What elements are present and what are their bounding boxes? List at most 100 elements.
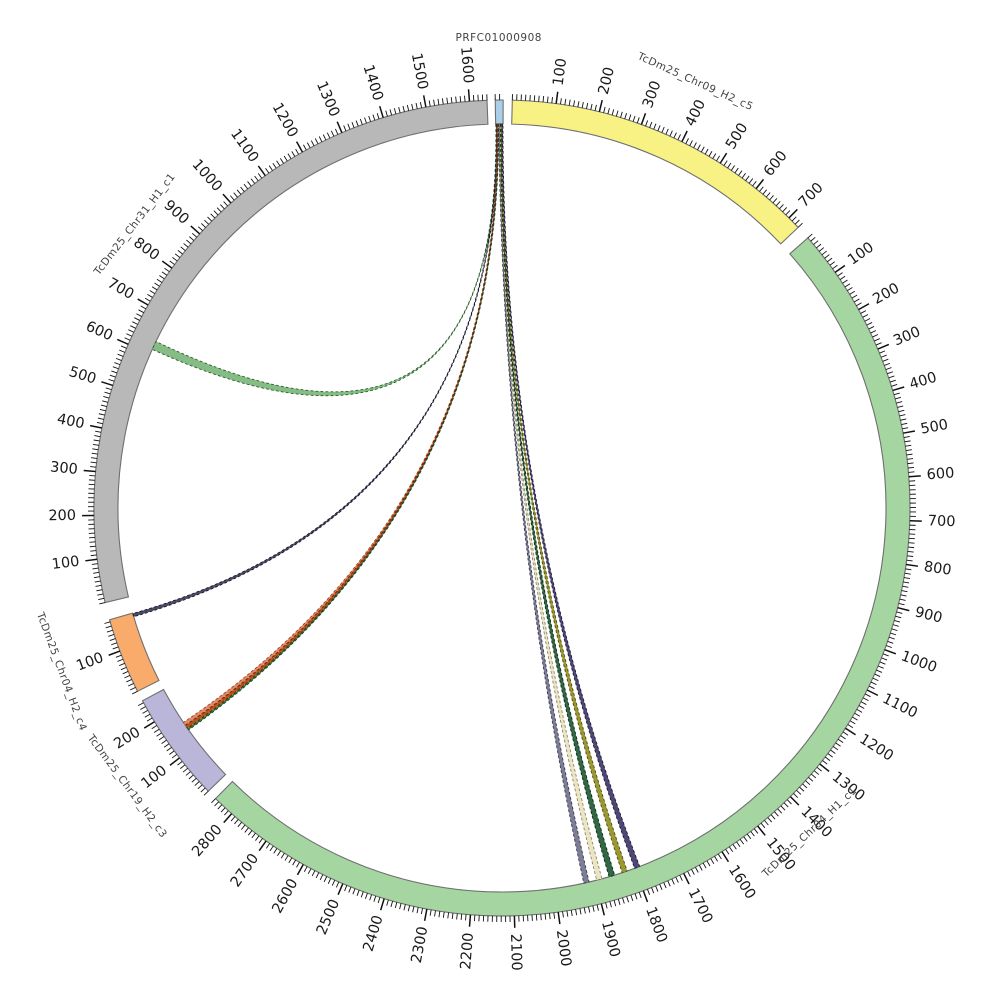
- minor-tick-chr04_h1_c1: [827, 753, 833, 758]
- minor-tick-chr04_h1_c1: [786, 799, 792, 805]
- minor-tick-chr04_h1_c1: [903, 577, 911, 580]
- minor-tick-chr09_h2_c5: [779, 204, 784, 210]
- minor-tick-chr09_h2_c5: [632, 115, 636, 122]
- major-tick-chr31_h1_c1: [336, 121, 343, 134]
- minor-tick-chr04_h1_c1: [451, 912, 454, 920]
- minor-tick-chr31_h1_c1: [169, 260, 175, 265]
- minor-tick-chr04_h1_c1: [753, 828, 759, 834]
- link-to-chr04h1-slate: [498, 123, 590, 884]
- minor-tick-chr04_h1_c1: [429, 909, 432, 916]
- tick-label-chr31_h1_c1-100: 100: [51, 554, 80, 573]
- link-to-chr04h1-darkgreen: [500, 123, 616, 878]
- minor-tick-chr04_h1_c1: [816, 766, 822, 772]
- minor-tick-chr19_h2_c3: [177, 761, 183, 766]
- minor-tick-chr09_h2_c5: [546, 96, 549, 103]
- minor-tick-chr09_h2_c5: [727, 162, 732, 169]
- minor-tick-chr31_h1_c1: [93, 439, 100, 442]
- minor-tick-chr04_h1_c1: [904, 572, 911, 575]
- tick-label-chr04_h1_c1-1800: 1800: [642, 905, 670, 945]
- minor-tick-chr09_h2_c5: [673, 132, 677, 139]
- minor-tick-chr04_h1_c1: [247, 830, 253, 836]
- minor-tick-chr04_h1_c1: [901, 422, 908, 425]
- minor-tick-chr31_h1_c1: [243, 183, 249, 190]
- minor-tick-chr31_h1_c1: [343, 125, 347, 132]
- minor-tick-chr04_h1_c1: [802, 783, 808, 789]
- minor-tick-chr31_h1_c1: [250, 178, 256, 184]
- tick-label-chr09_h2_c5-700: 700: [796, 180, 827, 211]
- minor-tick-chr04_h1_c1: [780, 805, 786, 811]
- minor-tick-chr04_h1_c1: [887, 371, 894, 375]
- minor-tick-chr09_h2_c5: [704, 148, 709, 155]
- minor-tick-chr09_h2_c5: [748, 178, 754, 184]
- minor-tick-chr04_h1_c1: [307, 868, 312, 875]
- minor-tick-chr04_h1_c1: [728, 846, 734, 853]
- minor-tick-chr31_h1_c1: [99, 408, 106, 412]
- minor-tick-chr09_h2_c5: [665, 128, 669, 135]
- tick-label-chr31_h1_c1-300: 300: [49, 459, 78, 477]
- minor-tick-chr04_h1_c1: [839, 275, 846, 280]
- minor-tick-chr31_h1_c1: [428, 100, 431, 107]
- major-tick-chr04_h1_c1: [423, 908, 428, 921]
- major-tick-chr04_h1_c1: [642, 890, 649, 903]
- minor-tick-chr31_h1_c1: [318, 136, 323, 143]
- minor-tick-chr04_h1_c1: [905, 449, 912, 451]
- minor-tick-chr04_h1_c1: [880, 354, 887, 358]
- minor-tick-chr04_h1_c1: [638, 892, 642, 899]
- minor-tick-chr04_h1_c1: [706, 860, 711, 867]
- minor-tick-chr04_h1_c1: [837, 272, 843, 277]
- minor-tick-chr04_h1_c1: [903, 436, 910, 438]
- tick-label-chr04_h1_c1-100: 100: [845, 239, 877, 268]
- tick-label-chr04_h1_c1-2300: 2300: [409, 925, 432, 964]
- minor-tick-chr04_h1_c1: [265, 843, 271, 849]
- minor-tick-chr04_h1_c1: [420, 908, 423, 915]
- minor-tick-chr31_h1_c1: [419, 102, 423, 109]
- minor-tick-chr04_h1_c1: [907, 555, 914, 557]
- major-tick-chr04_h1_c1: [600, 903, 605, 916]
- minor-tick-chr04_h1_c1: [881, 657, 888, 661]
- minor-tick-chr04_h1_c1: [822, 760, 828, 765]
- minor-tick-chr04_h1_c1: [907, 458, 914, 460]
- minor-tick-chr04_h2_c4: [128, 683, 134, 687]
- tick-label-chr04_h1_c1-500: 500: [919, 417, 949, 438]
- minor-tick-chr04_h1_c1: [613, 900, 617, 907]
- major-tick-chr19_h2_c3: [169, 757, 180, 766]
- minor-tick-chr19_h2_c3: [171, 754, 178, 759]
- major-tick-chr04_h1_c1: [683, 872, 690, 885]
- minor-tick-chr19_h2_c3: [194, 781, 200, 786]
- minor-tick-chr31_h1_c1: [295, 148, 300, 155]
- minor-tick-chr31_h1_c1: [138, 309, 145, 314]
- minor-tick-chr31_h1_c1: [95, 430, 102, 433]
- major-tick-chr04_h2_c4: [108, 650, 121, 656]
- minor-tick-chr04_h1_c1: [535, 914, 538, 921]
- minor-tick-chr31_h1_c1: [236, 189, 242, 195]
- minor-tick-chr04_h1_c1: [588, 906, 591, 913]
- minor-tick-chr09_h2_c5: [734, 167, 739, 174]
- minor-tick-chr04_h2_c4: [105, 625, 112, 629]
- minor-tick-chr04_h1_c1: [844, 283, 851, 288]
- minor-tick-chr31_h1_c1: [279, 158, 284, 164]
- minor-tick-chr04_h1_c1: [277, 850, 282, 857]
- minor-tick-chr09_h2_c5: [712, 153, 717, 159]
- minor-tick-chr04_h1_c1: [234, 819, 239, 825]
- tick-label-chr09_h2_c5-400: 400: [683, 97, 710, 129]
- major-tick-chr09_h2_c5: [755, 178, 765, 190]
- minor-tick-chr09_h2_c5: [669, 130, 673, 137]
- minor-tick-chr04_h1_c1: [860, 310, 867, 314]
- minor-tick-chr04_h1_c1: [764, 820, 769, 826]
- minor-tick-chr04_h1_c1: [894, 619, 901, 623]
- minor-tick-chr31_h1_c1: [151, 286, 158, 291]
- minor-tick-chr04_h1_c1: [777, 808, 783, 814]
- minor-tick-chr09_h2_c5: [797, 222, 803, 228]
- minor-tick-chr04_h1_c1: [862, 697, 869, 702]
- minor-tick-chr31_h1_c1: [186, 239, 192, 245]
- minor-tick-chr31_h1_c1: [100, 404, 107, 408]
- minor-tick-chr04_h1_c1: [835, 742, 841, 747]
- minor-tick-chr09_h2_c5: [577, 101, 580, 108]
- major-tick-chr04_h1_c1: [884, 648, 897, 655]
- minor-tick-chr04_h1_c1: [872, 677, 879, 682]
- minor-tick-chr04_h1_c1: [908, 542, 915, 544]
- tick-label-chr04_h1_c1-1200: 1200: [856, 731, 896, 764]
- minor-tick-chr31_h1_c1: [189, 236, 195, 241]
- major-tick-chr09_h2_c5: [681, 130, 688, 143]
- minor-tick-chr09_h2_c5: [723, 160, 728, 166]
